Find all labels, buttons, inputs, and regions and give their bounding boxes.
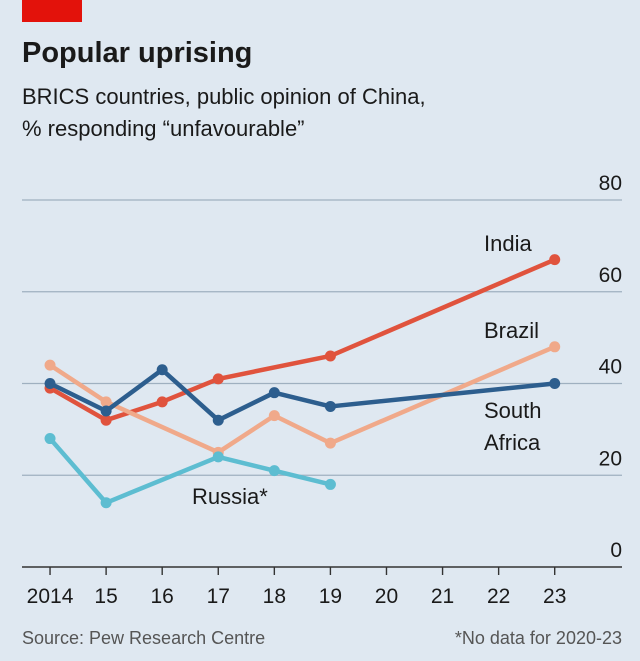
point bbox=[212, 373, 224, 385]
y-tick-label: 60 bbox=[599, 264, 622, 287]
point bbox=[268, 387, 280, 399]
source: Source: Pew Research Centre bbox=[22, 628, 265, 648]
point bbox=[100, 414, 112, 426]
brand-tag bbox=[22, 0, 82, 22]
point bbox=[324, 478, 336, 490]
x-tick-label: 2014 bbox=[27, 585, 74, 608]
point bbox=[212, 414, 224, 426]
subtitle: % responding “unfavourable” bbox=[22, 116, 305, 141]
series-line bbox=[48, 344, 556, 455]
x-tick-label: 20 bbox=[375, 585, 398, 608]
x-tick-label: 19 bbox=[319, 585, 342, 608]
chart-title: Popular uprising bbox=[22, 37, 252, 69]
x-tick-label: 15 bbox=[94, 585, 117, 608]
subtitle: BRICS countries, public opinion of China… bbox=[22, 84, 426, 109]
point bbox=[549, 341, 561, 353]
series-label: Russia* bbox=[192, 484, 268, 509]
x-tick-label: 16 bbox=[151, 585, 174, 608]
point bbox=[268, 465, 280, 477]
point bbox=[212, 451, 224, 463]
x-tick-label: 22 bbox=[487, 585, 510, 608]
series-label: India bbox=[484, 231, 532, 256]
point bbox=[44, 433, 56, 445]
series-label-line: Africa bbox=[484, 430, 541, 455]
point bbox=[100, 396, 112, 408]
point bbox=[44, 359, 56, 371]
x-tick-label: 17 bbox=[207, 585, 230, 608]
y-tick-label: 40 bbox=[599, 356, 622, 379]
point bbox=[44, 378, 56, 389]
y-tick-label: 80 bbox=[599, 172, 622, 195]
point bbox=[324, 437, 336, 449]
point bbox=[100, 497, 112, 509]
x-tick-label: 23 bbox=[543, 585, 566, 608]
series-label: Brazil bbox=[484, 318, 539, 343]
point bbox=[100, 405, 112, 417]
note: *No data for 2020-23 bbox=[455, 628, 622, 648]
point bbox=[156, 364, 168, 376]
series-line bbox=[48, 257, 556, 423]
point bbox=[156, 396, 168, 408]
point bbox=[549, 378, 561, 389]
point bbox=[268, 410, 280, 422]
y-tick-label: 0 bbox=[610, 539, 622, 562]
series-line bbox=[48, 437, 331, 506]
x-tick-label: 18 bbox=[263, 585, 286, 608]
point bbox=[549, 254, 561, 266]
series-label-line: South bbox=[484, 398, 542, 423]
x-tick-label: 21 bbox=[431, 585, 454, 608]
point bbox=[324, 400, 336, 412]
point bbox=[324, 350, 336, 362]
y-tick-label: 20 bbox=[599, 447, 622, 470]
series-label: South Africa bbox=[484, 398, 542, 455]
